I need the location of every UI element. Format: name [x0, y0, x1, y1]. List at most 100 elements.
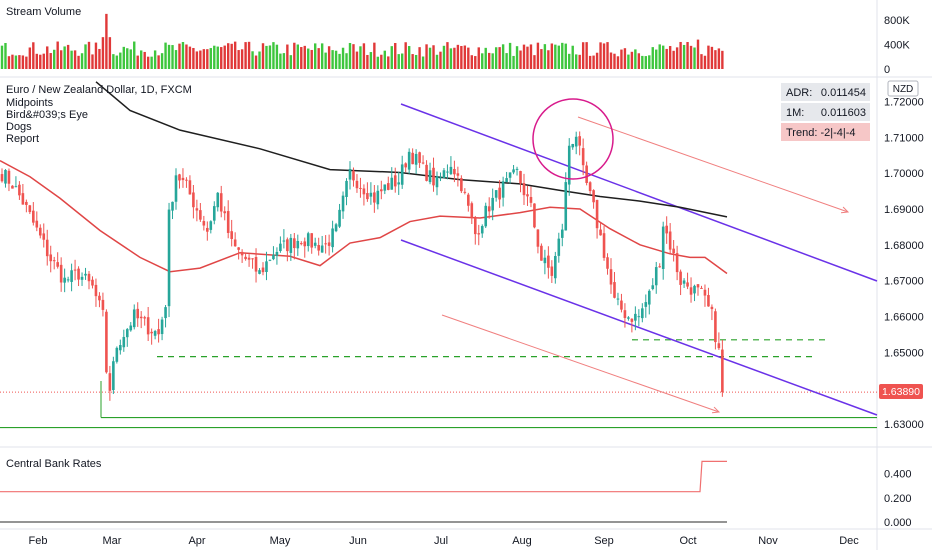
candle-body [202, 221, 206, 226]
candle-body [491, 197, 494, 211]
volume-bar [404, 42, 407, 69]
candle-body [560, 229, 564, 238]
price-axis-tick: 1.63000 [884, 419, 924, 431]
volume-bar [505, 53, 508, 69]
candle-body [66, 279, 70, 281]
stats-1m-value: 0.011603 [821, 107, 866, 119]
candle-body [369, 192, 373, 197]
candle-body [407, 151, 411, 170]
candle-body [341, 195, 345, 212]
volume-bar [637, 53, 641, 69]
candle-body [707, 295, 710, 307]
volume-bar [519, 50, 522, 69]
volume-bar [213, 45, 216, 69]
candle-body [14, 186, 18, 188]
candle-body [432, 167, 435, 186]
volume-bar [682, 44, 686, 69]
volume-bar [174, 50, 178, 69]
candle-body [70, 270, 73, 282]
candle-body [679, 271, 682, 285]
candle-body [630, 318, 634, 322]
volume-bar [477, 47, 480, 69]
candle-body [703, 289, 707, 296]
candle-body [700, 287, 703, 289]
volume-bar [568, 53, 571, 69]
volume-bar [223, 45, 226, 69]
volume-bar [126, 48, 129, 69]
candle-body [160, 319, 164, 335]
price-axis-tick: 1.67000 [884, 276, 924, 288]
candle-body [289, 237, 293, 253]
candle-body [35, 220, 39, 228]
price-axis-tick: 1.69000 [884, 204, 924, 216]
volume-bar [181, 42, 185, 69]
volume-bar [369, 52, 373, 69]
candle-body [80, 276, 84, 280]
candle-body [49, 254, 53, 262]
candle-body [153, 331, 157, 336]
candle-body [557, 238, 561, 256]
sma-long-line [95, 81, 728, 218]
volume-bar [696, 39, 700, 69]
candle-body [428, 170, 432, 183]
volume-bar [272, 42, 275, 69]
volume-bar [550, 43, 554, 69]
candle-body [261, 267, 265, 273]
candle-body [327, 242, 331, 246]
volume-bar [665, 48, 668, 69]
candle-body [355, 180, 359, 189]
volume-bar [112, 54, 115, 69]
indicator-pane [0, 460, 727, 523]
candle-body [306, 233, 310, 247]
candle-body [105, 311, 108, 373]
candle-body [303, 241, 307, 247]
candle-body [331, 228, 334, 248]
legend-item-report: Report [6, 133, 39, 145]
candle-body [522, 183, 526, 196]
volume-bar [571, 45, 574, 69]
candle-body [0, 174, 4, 182]
candle-body [519, 171, 522, 184]
volume-bar [606, 42, 609, 69]
candle-body [25, 201, 28, 205]
volume-bar [526, 46, 529, 69]
volume-bar [380, 54, 383, 69]
candle-body [348, 168, 352, 180]
stats-row-adr-bg [781, 83, 870, 101]
volume-bar [599, 42, 602, 69]
candle-body [174, 175, 178, 202]
volume-bar [296, 44, 299, 69]
candle-body [167, 209, 171, 307]
candle-body [317, 245, 320, 251]
candle-body [157, 329, 160, 335]
candle-body [223, 211, 227, 214]
volume-bar [710, 46, 714, 69]
candle-body [178, 174, 181, 181]
price-axis-tick: 1.70000 [884, 168, 924, 180]
candle-body [237, 247, 240, 250]
volume-bar [66, 44, 70, 69]
rate-line-nzd [0, 460, 727, 493]
volume-bar [324, 52, 327, 69]
volume-bar [662, 45, 665, 69]
candle-body [463, 191, 467, 193]
volume-bar [21, 55, 25, 69]
candle-body [393, 175, 397, 187]
candle-body [98, 295, 101, 301]
candle-body [581, 148, 585, 166]
candle-body [526, 194, 529, 197]
volume-bar [554, 44, 557, 69]
volume-bar [707, 45, 710, 69]
volume-bar [623, 48, 627, 69]
candle-body [206, 227, 209, 232]
volume-bar [630, 51, 634, 69]
candle-body [616, 298, 620, 300]
candle-body [595, 199, 599, 229]
candle-body [279, 243, 282, 252]
candle-body [665, 225, 668, 234]
volume-bar [717, 48, 721, 69]
volume-bar [237, 50, 240, 69]
candle-body [689, 287, 693, 295]
volume-bar [129, 49, 132, 69]
volume-bar [192, 47, 195, 69]
